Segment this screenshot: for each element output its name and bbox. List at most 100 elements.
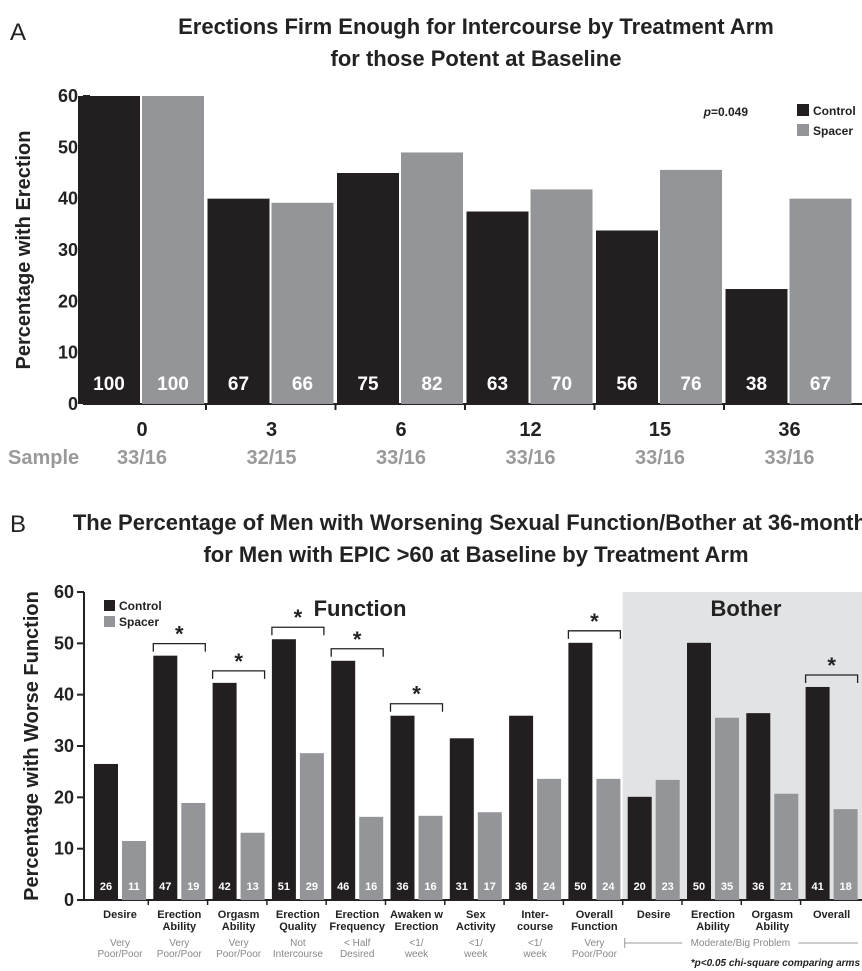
- chart-b-definition-label: <1/: [528, 938, 542, 949]
- bar-spacer-erection-quality: [299, 753, 324, 900]
- legend-b-swatch-spacer: [104, 616, 115, 627]
- chart-a-x-tick-label: 3: [266, 419, 277, 441]
- bar-label-spacer-desire: 23: [662, 881, 674, 893]
- chart-b-definition-label: Very: [584, 938, 604, 949]
- bar-spacer-12: [530, 189, 593, 404]
- bar-label-spacer-0: 100: [157, 374, 189, 395]
- chart-a-x-tick-label: 36: [778, 419, 800, 441]
- bar-label-control-orgasm-ability: 36: [752, 881, 764, 893]
- bar-label-control-sex-activity: 31: [456, 881, 468, 893]
- chart-b-definition-label: <1/: [469, 938, 483, 949]
- chart-a-p-value: p=0.049: [703, 105, 749, 119]
- significance-asterisk: *: [412, 682, 421, 707]
- bar-control-overall: [805, 686, 830, 900]
- section-label-bother: Bother: [711, 596, 782, 621]
- chart-a-title-line2: for those Potent at Baseline: [331, 46, 622, 71]
- bar-label-spacer-erection-ability: 35: [721, 881, 733, 893]
- bar-control-erection-quality: [271, 639, 296, 900]
- chart-b-category-label: Erection: [394, 921, 438, 933]
- significance-bracket: [152, 643, 206, 652]
- chart-b-category-label: Ability: [755, 921, 789, 933]
- bar-label-spacer-sex-activity: 17: [484, 881, 496, 893]
- bar-spacer-overall-function: [596, 778, 621, 900]
- chart-b-category-label: Inter-: [521, 909, 549, 921]
- bar-label-control-6: 75: [357, 374, 379, 395]
- chart-b-y-tick-label: 30: [54, 736, 74, 756]
- chart-b-definition-label: Very: [229, 938, 249, 949]
- chart-a-y-tick-label: 50: [58, 137, 78, 157]
- bar-label-spacer-erection-ability: 19: [187, 881, 199, 893]
- chart-b-y-tick-label: 10: [54, 839, 74, 859]
- significance-asterisk: *: [827, 653, 836, 678]
- bar-control-3: [207, 198, 270, 404]
- chart-b-category-label: Erection: [276, 909, 320, 921]
- chart-b-definition-label: Very: [169, 938, 189, 949]
- bar-label-spacer-inter--course: 24: [543, 881, 556, 893]
- chart-b-definition-label: Intercourse: [273, 949, 323, 960]
- significance-asterisk: *: [175, 622, 184, 647]
- bar-label-control-erection-frequency: 46: [337, 881, 349, 893]
- chart-a-sample-size: 33/16: [117, 447, 167, 469]
- bar-spacer-0: [142, 96, 204, 404]
- bar-spacer-awakenw-erection: [418, 815, 443, 900]
- chart-b-definition-label: week: [463, 949, 488, 960]
- bar-label-control-orgasm-ability: 42: [218, 881, 230, 893]
- significance-bracket: [271, 626, 325, 636]
- significance-asterisk: *: [234, 649, 243, 674]
- bar-spacer-inter--course: [537, 778, 562, 900]
- chart-b-definition-label: Poor/Poor: [572, 949, 618, 960]
- chart-a-x-tick-label: 15: [649, 419, 671, 441]
- chart-b-title-line1: The Percentage of Men with Worsening Sex…: [73, 510, 862, 535]
- bar-label-control-overall-function: 50: [574, 881, 586, 893]
- chart-b-definition-label: Poor/Poor: [97, 949, 143, 960]
- chart-b-y-tick-label: 20: [54, 787, 74, 807]
- chart-b-category-label: Erection: [335, 909, 379, 921]
- chart-b-definition-label: Desired: [340, 949, 374, 960]
- chart-a-sample-size: 33/16: [764, 447, 814, 469]
- bar-label-control-12: 63: [487, 374, 508, 395]
- chart-a-x-tick-label: 6: [395, 419, 406, 441]
- bar-control-sex-activity: [449, 738, 474, 900]
- chart-b-y-tick-label: 50: [54, 633, 74, 653]
- chart-b-definition-label: Poor/Poor: [157, 949, 203, 960]
- bar-label-spacer-orgasm-ability: 21: [780, 881, 792, 893]
- bar-control-desire: [94, 763, 118, 900]
- chart-b-category-label: Sex: [466, 909, 486, 921]
- bar-label-control-awakenw-erection: 36: [396, 881, 408, 893]
- bar-label-spacer-12: 70: [551, 374, 572, 395]
- chart-b-category-label: course: [517, 921, 553, 933]
- chart-a-y-tick-label: 40: [58, 189, 78, 209]
- significance-asterisk: *: [294, 605, 303, 630]
- chart-b-y-axis-label: Percentage with Worse Function: [21, 591, 43, 901]
- chart-a-y-tick-label: 20: [58, 291, 78, 311]
- chart-b-definition-label: Very: [110, 938, 130, 949]
- bar-control-desire: [627, 796, 652, 900]
- bar-label-control-0: 100: [93, 374, 125, 395]
- bar-label-control-3: 67: [228, 374, 249, 395]
- bar-label-control-15: 56: [616, 374, 637, 395]
- bar-control-erection-frequency: [331, 660, 356, 900]
- chart-b-category-label: Erection: [157, 909, 201, 921]
- bar-label-spacer-36: 67: [810, 374, 831, 395]
- chart-a-y-tick-label: 30: [58, 240, 78, 260]
- bar-label-spacer-erection-frequency: 16: [365, 881, 377, 893]
- bar-control-0: [78, 96, 140, 404]
- bar-control-15: [596, 230, 658, 404]
- significance-asterisk: *: [353, 627, 362, 652]
- bother-definition-label: Moderate/Big Problem: [691, 938, 791, 949]
- panel-label-b: B: [10, 511, 26, 538]
- chart-b-category-label: Quality: [279, 921, 317, 933]
- bar-control-6: [337, 173, 399, 404]
- bar-label-spacer-3: 66: [292, 374, 313, 395]
- bar-label-control-inter--course: 36: [515, 881, 527, 893]
- legend-b-swatch-control: [104, 600, 115, 611]
- chart-b-category-label: Frequency: [329, 921, 386, 933]
- bar-control-orgasm-ability: [746, 713, 771, 900]
- chart-b-category-label: Overall: [576, 909, 613, 921]
- bar-spacer-overall: [833, 809, 858, 900]
- chart-b-y-tick-label: 60: [54, 582, 74, 602]
- chart-b-definition-label: week: [522, 949, 547, 960]
- chart-a-y-tick-label: 60: [58, 86, 78, 106]
- panel-label-a: A: [10, 19, 26, 46]
